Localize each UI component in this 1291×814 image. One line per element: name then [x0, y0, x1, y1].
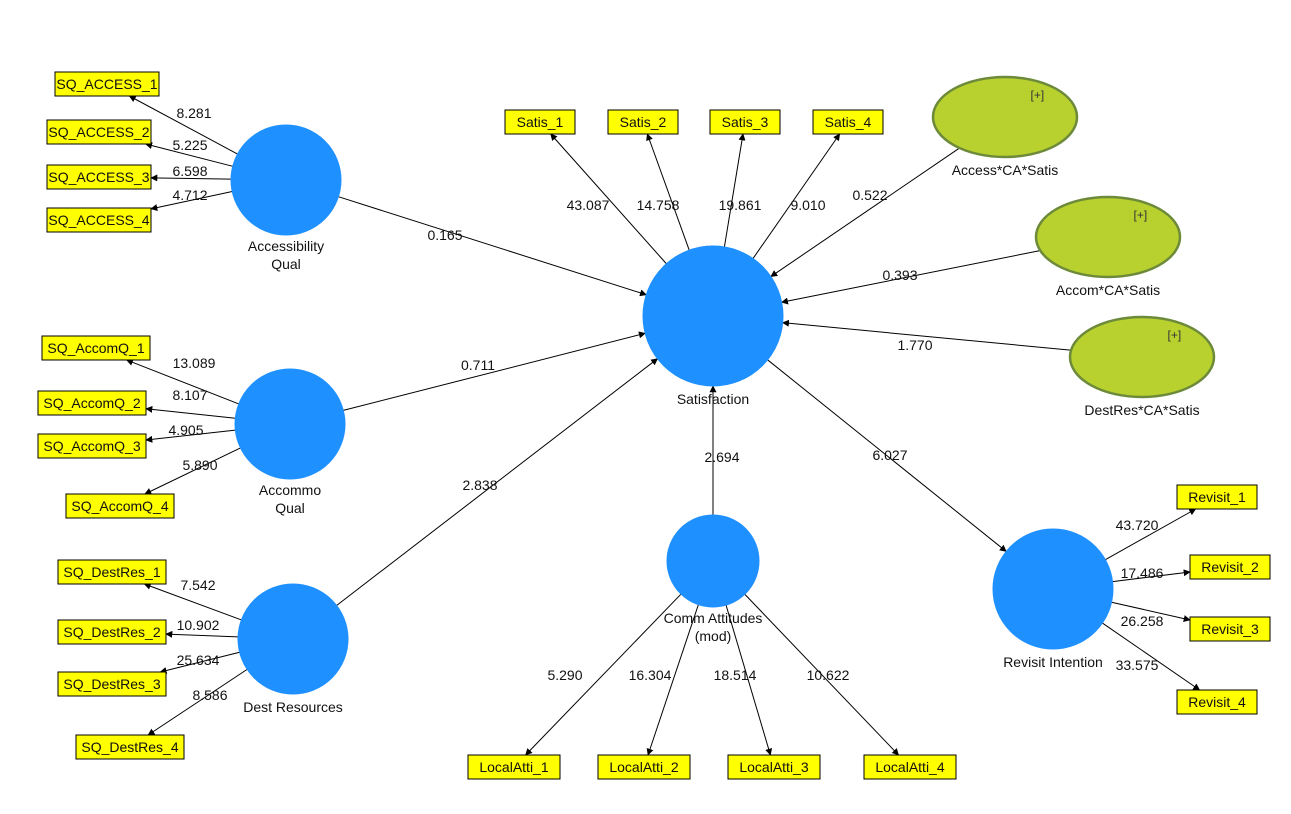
- indicator-label: SQ_AccomQ_2: [43, 395, 140, 411]
- latent-label: Accessibility: [248, 238, 324, 254]
- latent-label: (mod): [695, 628, 732, 644]
- latent-label: Revisit Intention: [1003, 654, 1103, 670]
- latent-label: Qual: [271, 256, 301, 272]
- path-value: 2.838: [462, 477, 497, 493]
- loading-value: 17.486: [1121, 565, 1164, 581]
- latent-label: Comm Attitudes: [664, 610, 763, 626]
- loading-value: 5.290: [547, 667, 582, 683]
- latent-label: Accommo: [259, 482, 321, 498]
- indicator-label: SQ_AccomQ_1: [47, 340, 144, 356]
- moderator-plus: [+]: [1031, 88, 1045, 102]
- indicator-label: SQ_DestRes_1: [63, 564, 160, 580]
- loading-value: 7.542: [180, 577, 215, 593]
- indicator-label: SQ_DestRes_4: [81, 739, 178, 755]
- loading-value: 4.905: [168, 422, 203, 438]
- indicator-label: SQ_ACCESS_2: [48, 124, 149, 140]
- moderator-label: Access*CA*Satis: [952, 162, 1059, 178]
- loading-value: 25.634: [177, 652, 220, 668]
- loading-value: 9.010: [790, 197, 825, 213]
- loading-value: 5.225: [172, 137, 207, 153]
- moderator-label: DestRes*CA*Satis: [1084, 402, 1199, 418]
- indicator-label: LocalAtti_2: [609, 759, 678, 775]
- path-value: 0.165: [427, 227, 462, 243]
- indicator-label: Satis_2: [620, 114, 667, 130]
- indicator-label: SQ_ACCESS_4: [48, 212, 149, 228]
- indicator-label: SQ_ACCESS_3: [48, 169, 149, 185]
- loading-value: 4.712: [172, 187, 207, 203]
- latent-label: Qual: [275, 500, 305, 516]
- latent-label: Satisfaction: [677, 391, 749, 407]
- loading-satisfaction-satis_3: [724, 134, 743, 247]
- path-value: 6.027: [872, 447, 907, 463]
- loading-value: 8.107: [172, 387, 207, 403]
- indicator-label: Satis_1: [517, 114, 564, 130]
- indicator-label: LocalAtti_4: [875, 759, 944, 775]
- moderator-label: Accom*CA*Satis: [1056, 282, 1160, 298]
- latent-accessibility: [231, 125, 341, 235]
- path-value: 2.694: [704, 449, 739, 465]
- path-value: 1.770: [897, 337, 932, 353]
- loading-value: 13.089: [173, 355, 216, 371]
- loading-accommo-sq_accomq_2: [146, 409, 235, 418]
- indicator-label: SQ_DestRes_3: [63, 676, 160, 692]
- path-dest_ca-satisfaction: [783, 323, 1087, 352]
- loading-value: 26.258: [1121, 613, 1164, 629]
- indicator-label: Revisit_4: [1188, 694, 1246, 710]
- loading-value: 43.087: [567, 197, 610, 213]
- latent-label: Dest Resources: [243, 699, 343, 715]
- indicator-label: LocalAtti_1: [479, 759, 548, 775]
- moderator-dest_ca: [1070, 317, 1214, 397]
- loading-value: 19.861: [719, 197, 762, 213]
- latent-destres: [238, 584, 348, 694]
- loading-satisfaction-satis_2: [647, 134, 689, 250]
- latent-satisfaction: [643, 246, 783, 386]
- indicator-label: SQ_ACCESS_1: [56, 76, 157, 92]
- indicator-label: Revisit_1: [1188, 489, 1246, 505]
- path-value: 0.522: [852, 187, 887, 203]
- loading-value: 8.586: [192, 687, 227, 703]
- latent-accommo: [235, 369, 345, 479]
- loading-destres-sq_destres_2: [166, 634, 238, 637]
- indicator-label: Revisit_2: [1201, 559, 1259, 575]
- latent-comm: [667, 515, 759, 607]
- indicator-label: LocalAtti_3: [739, 759, 808, 775]
- moderator-plus: [+]: [1134, 208, 1148, 222]
- loading-value: 10.902: [177, 617, 220, 633]
- loading-value: 5.890: [182, 457, 217, 473]
- loading-value: 14.758: [637, 197, 680, 213]
- path-value: 0.393: [882, 267, 917, 283]
- moderator-access_ca: [933, 77, 1077, 157]
- sem-diagram: SQ_ACCESS_1 SQ_ACCESS_2 SQ_ACCESS_3 SQ_ACCE…: [0, 0, 1291, 814]
- indicator-label: Satis_4: [825, 114, 872, 130]
- loading-value: 8.281: [176, 105, 211, 121]
- loading-value: 6.598: [172, 163, 207, 179]
- indicator-label: Revisit_3: [1201, 621, 1259, 637]
- indicator-label: Satis_3: [722, 114, 769, 130]
- moderator-accom_ca: [1036, 197, 1180, 277]
- loading-value: 16.304: [629, 667, 672, 683]
- loading-value: 33.575: [1116, 657, 1159, 673]
- loading-value: 43.720: [1116, 517, 1159, 533]
- indicator-label: SQ_AccomQ_3: [43, 438, 140, 454]
- indicator-label: SQ_DestRes_2: [63, 624, 160, 640]
- path-value: 0.711: [461, 357, 495, 373]
- loading-value: 18.514: [714, 667, 757, 683]
- latent-revisit: [993, 529, 1113, 649]
- indicator-label: SQ_AccomQ_4: [71, 498, 168, 514]
- moderator-plus: [+]: [1168, 328, 1182, 342]
- loading-value: 10.622: [807, 667, 850, 683]
